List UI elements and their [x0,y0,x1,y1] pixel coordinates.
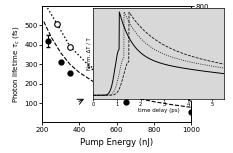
X-axis label: Pump Energy (nJ): Pump Energy (nJ) [80,138,153,147]
Y-axis label: Norm. ΔT / T: Norm. ΔT / T [87,37,92,70]
Y-axis label: Pulse Duration (fs): Pulse Duration (fs) [212,32,218,97]
Y-axis label: Photon lifetime $\tau_c$ (fs): Photon lifetime $\tau_c$ (fs) [11,25,21,103]
X-axis label: time delay (ps): time delay (ps) [137,108,179,113]
